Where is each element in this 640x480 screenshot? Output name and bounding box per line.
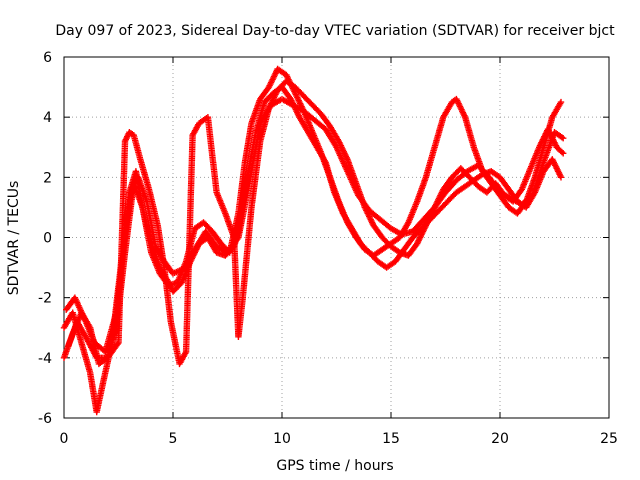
data-point	[557, 174, 565, 181]
x-tick-label: 5	[169, 431, 178, 447]
data-point	[557, 98, 565, 106]
series-track-4	[65, 77, 567, 368]
y-tick-label: -2	[38, 291, 52, 307]
y-axis-label: SDTVAR / TECUs	[6, 181, 22, 296]
x-tick-label: 10	[273, 431, 291, 447]
x-axis-label: GPS time / hours	[276, 458, 393, 474]
data-marks	[60, 65, 567, 416]
data-point	[114, 341, 121, 348]
y-tick-label: 0	[43, 231, 52, 247]
y-tick-label: -4	[38, 351, 52, 367]
tick-labels: 0 5 10 15 20 25 -6 -4 -2 0 2 4 6	[38, 50, 618, 447]
axis-ticks	[63, 56, 610, 419]
x-tick-label: 25	[600, 431, 618, 447]
y-tick-label: 2	[43, 170, 52, 186]
y-tick-label: -6	[38, 411, 52, 427]
data-point	[558, 148, 566, 156]
data-point	[558, 134, 565, 141]
y-tick-label: 4	[43, 110, 52, 126]
chart-title: Day 097 of 2023, Sidereal Day-to-day VTE…	[55, 23, 615, 39]
x-tick-label: 0	[60, 431, 69, 447]
data-point	[560, 150, 567, 157]
data-point	[560, 135, 567, 142]
y-tick-label: 6	[43, 50, 52, 66]
x-tick-label: 15	[382, 431, 400, 447]
grid-lines	[64, 57, 609, 418]
x-tick-label: 20	[491, 431, 509, 447]
